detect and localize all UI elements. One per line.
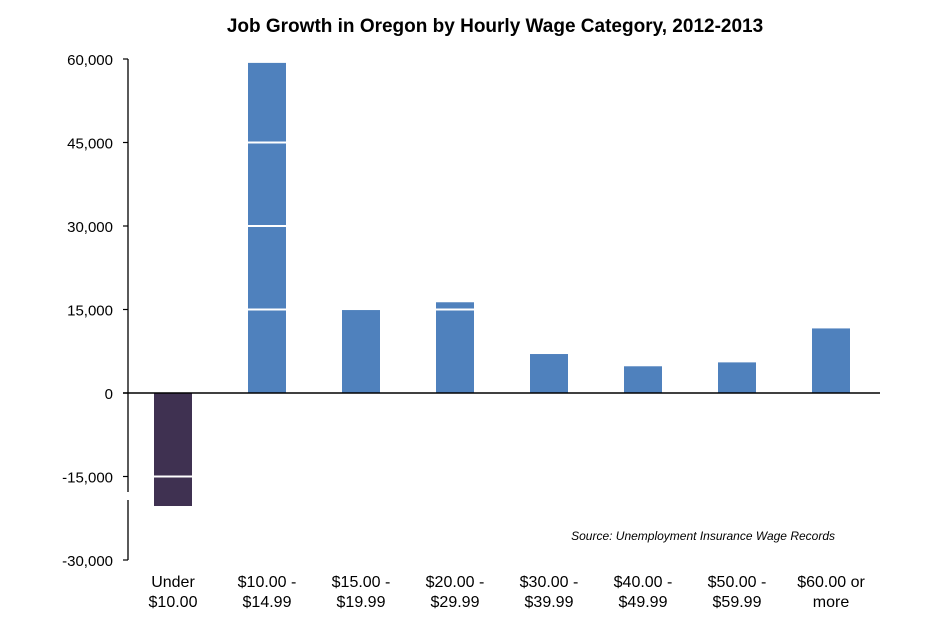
y-tick-label-3: 15,000 [67, 303, 113, 320]
bar-2 [342, 310, 380, 393]
category-label-0: Under $10.00 [149, 574, 198, 611]
y-tick-label-0: 60,000 [67, 52, 113, 69]
bar-4 [530, 354, 568, 393]
chart-title: Job Growth in Oregon by Hourly Wage Cate… [226, 16, 764, 37]
category-label-1: $10.00 -$14.99 [238, 574, 297, 611]
y-tick-label-2: 30,000 [67, 219, 113, 236]
y-tick-label-4: 0 [105, 386, 113, 403]
source-note: Source: Unemployment Insurance Wage Reco… [571, 529, 835, 543]
category-label-7: $60.00 or more [797, 574, 865, 611]
bar-1 [248, 62, 286, 393]
category-label-6: $50.00 -$59.99 [708, 574, 767, 611]
bar-6 [718, 362, 756, 393]
y-tick-label-5: -15,000 [62, 470, 113, 487]
y-tick-label-1: 45,000 [67, 136, 113, 153]
bar-7 [812, 328, 850, 393]
category-label-4: $30.00 -$39.99 [520, 574, 579, 611]
category-label-5: $40.00 -$49.99 [614, 574, 673, 611]
category-label-2: $15.00 -$19.99 [332, 574, 391, 611]
bar-5 [624, 366, 662, 393]
chart-marks: Under $10.00 $10.00 -$14.99 $15.00 -$19.99 $… [62, 52, 880, 611]
bar-0 [154, 393, 192, 507]
y-tick-label-6: -30,000 [62, 553, 113, 570]
category-label-3: $20.00 -$29.99 [426, 574, 485, 611]
bar-3 [436, 302, 474, 393]
